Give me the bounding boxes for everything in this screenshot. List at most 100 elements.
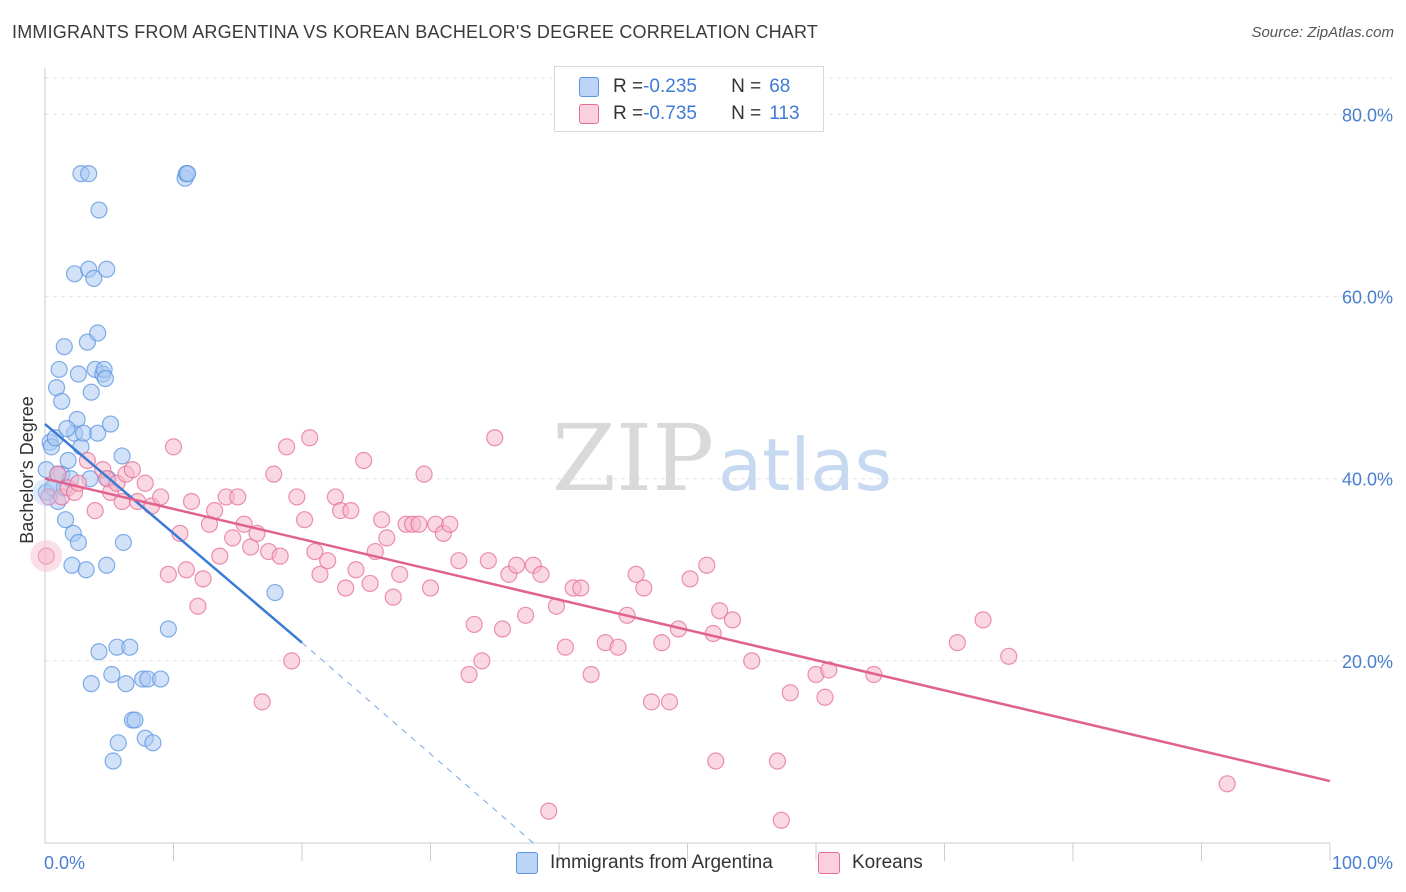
source-label: Source: ZipAtlas.com (1251, 24, 1394, 41)
point-argentina (82, 383, 100, 401)
point-koreans (768, 752, 787, 770)
y-tick-label: 20.0% (1342, 652, 1393, 672)
point-argentina (114, 533, 132, 552)
point-koreans (653, 634, 671, 652)
watermark-zip-text: ZIP (552, 405, 714, 512)
point-koreans (123, 461, 141, 479)
point-koreans (556, 638, 575, 656)
watermark: ZIP atlas (552, 405, 892, 512)
point-koreans (86, 501, 104, 520)
point-argentina (96, 369, 114, 388)
point-koreans (516, 606, 535, 624)
point-argentina (113, 447, 131, 465)
legend-box: R = -0.235 N = 68 R = -0.735 N = 113 (554, 66, 824, 132)
point-koreans (441, 515, 459, 533)
point-argentina (126, 711, 144, 729)
point-koreans (450, 552, 468, 570)
point-argentina (77, 561, 95, 579)
point-koreans (271, 547, 289, 565)
point-koreans (473, 652, 491, 670)
point-argentina (109, 734, 127, 752)
point-koreans (711, 602, 729, 620)
point-argentina (59, 451, 77, 470)
point-koreans (177, 561, 195, 579)
point-koreans (361, 574, 379, 593)
point-koreans (37, 547, 55, 565)
bottom-legend: Immigrants from Argentina Koreans (0, 852, 1406, 878)
point-koreans (974, 611, 992, 629)
point-koreans (159, 565, 177, 583)
bottom-legend-label-koreans: Koreans (852, 852, 923, 873)
grid-layer (45, 77, 1392, 662)
point-argentina (159, 620, 177, 638)
legend-n-value: 113 (769, 103, 800, 124)
point-koreans (743, 652, 761, 670)
point-koreans (609, 638, 627, 656)
point-koreans (189, 597, 207, 615)
point-koreans (642, 693, 661, 711)
point-koreans (319, 552, 337, 570)
point-koreans (301, 429, 319, 447)
trend-line-argentina-extension (301, 642, 534, 844)
legend-swatch-argentina (579, 77, 599, 97)
point-koreans (342, 501, 360, 520)
chart-title: IMMIGRANTS FROM ARGENTINA VS KOREAN BACH… (12, 22, 819, 42)
point-argentina (85, 269, 103, 287)
point-koreans (152, 488, 170, 506)
bottom-legend-label-argentina: Immigrants from Argentina (550, 852, 773, 873)
point-koreans (723, 611, 742, 629)
point-koreans (288, 488, 306, 506)
point-koreans (460, 665, 478, 684)
point-koreans (164, 438, 183, 456)
axis-layer: 20.0% 40.0% 60.0% 80.0% 0.0% 100.0% (44, 68, 1393, 873)
point-koreans (211, 547, 229, 565)
y-tick-label: 60.0% (1342, 288, 1393, 308)
point-koreans (627, 565, 645, 583)
point-argentina (80, 165, 98, 183)
point-argentina (90, 201, 108, 219)
point-koreans (507, 556, 526, 574)
point-koreans (486, 429, 504, 447)
point-koreans (337, 579, 355, 597)
legend-row-argentina: R = -0.235 N = 68 (579, 74, 790, 100)
point-koreans (948, 634, 966, 652)
point-koreans (265, 465, 283, 483)
point-koreans (347, 561, 365, 579)
bottom-legend-swatch-argentina (516, 852, 538, 874)
point-koreans (306, 542, 324, 561)
point-argentina (55, 338, 73, 356)
point-argentina (69, 365, 88, 383)
point-argentina (144, 734, 162, 752)
point-koreans (355, 451, 373, 470)
point-koreans (136, 474, 154, 492)
point-koreans (229, 488, 247, 506)
point-koreans (493, 620, 512, 638)
point-koreans (253, 693, 271, 711)
point-koreans (194, 570, 212, 588)
point-argentina (98, 556, 116, 574)
point-argentina (101, 415, 120, 433)
point-koreans (698, 556, 716, 574)
trend-line-argentina (44, 423, 303, 644)
point-argentina (121, 638, 139, 656)
point-koreans (816, 688, 834, 706)
point-argentina (69, 533, 88, 552)
point-koreans (572, 579, 590, 597)
point-koreans (1218, 775, 1236, 793)
point-argentina (89, 424, 107, 442)
point-argentina (50, 360, 68, 379)
point-koreans (479, 552, 497, 570)
legend-swatch-koreans (579, 104, 599, 124)
point-argentina (32, 478, 61, 507)
y-tick-label: 80.0% (1342, 105, 1393, 125)
point-koreans (277, 438, 296, 456)
trend-line-koreans (44, 477, 1331, 783)
legend-n-label: N = (731, 76, 762, 97)
legend-r-label: R = (613, 103, 644, 124)
point-argentina (266, 583, 284, 602)
bottom-legend-koreans: Koreans (818, 852, 923, 874)
point-koreans (378, 529, 396, 547)
point-koreans (421, 579, 440, 597)
points-layer (30, 165, 1236, 829)
